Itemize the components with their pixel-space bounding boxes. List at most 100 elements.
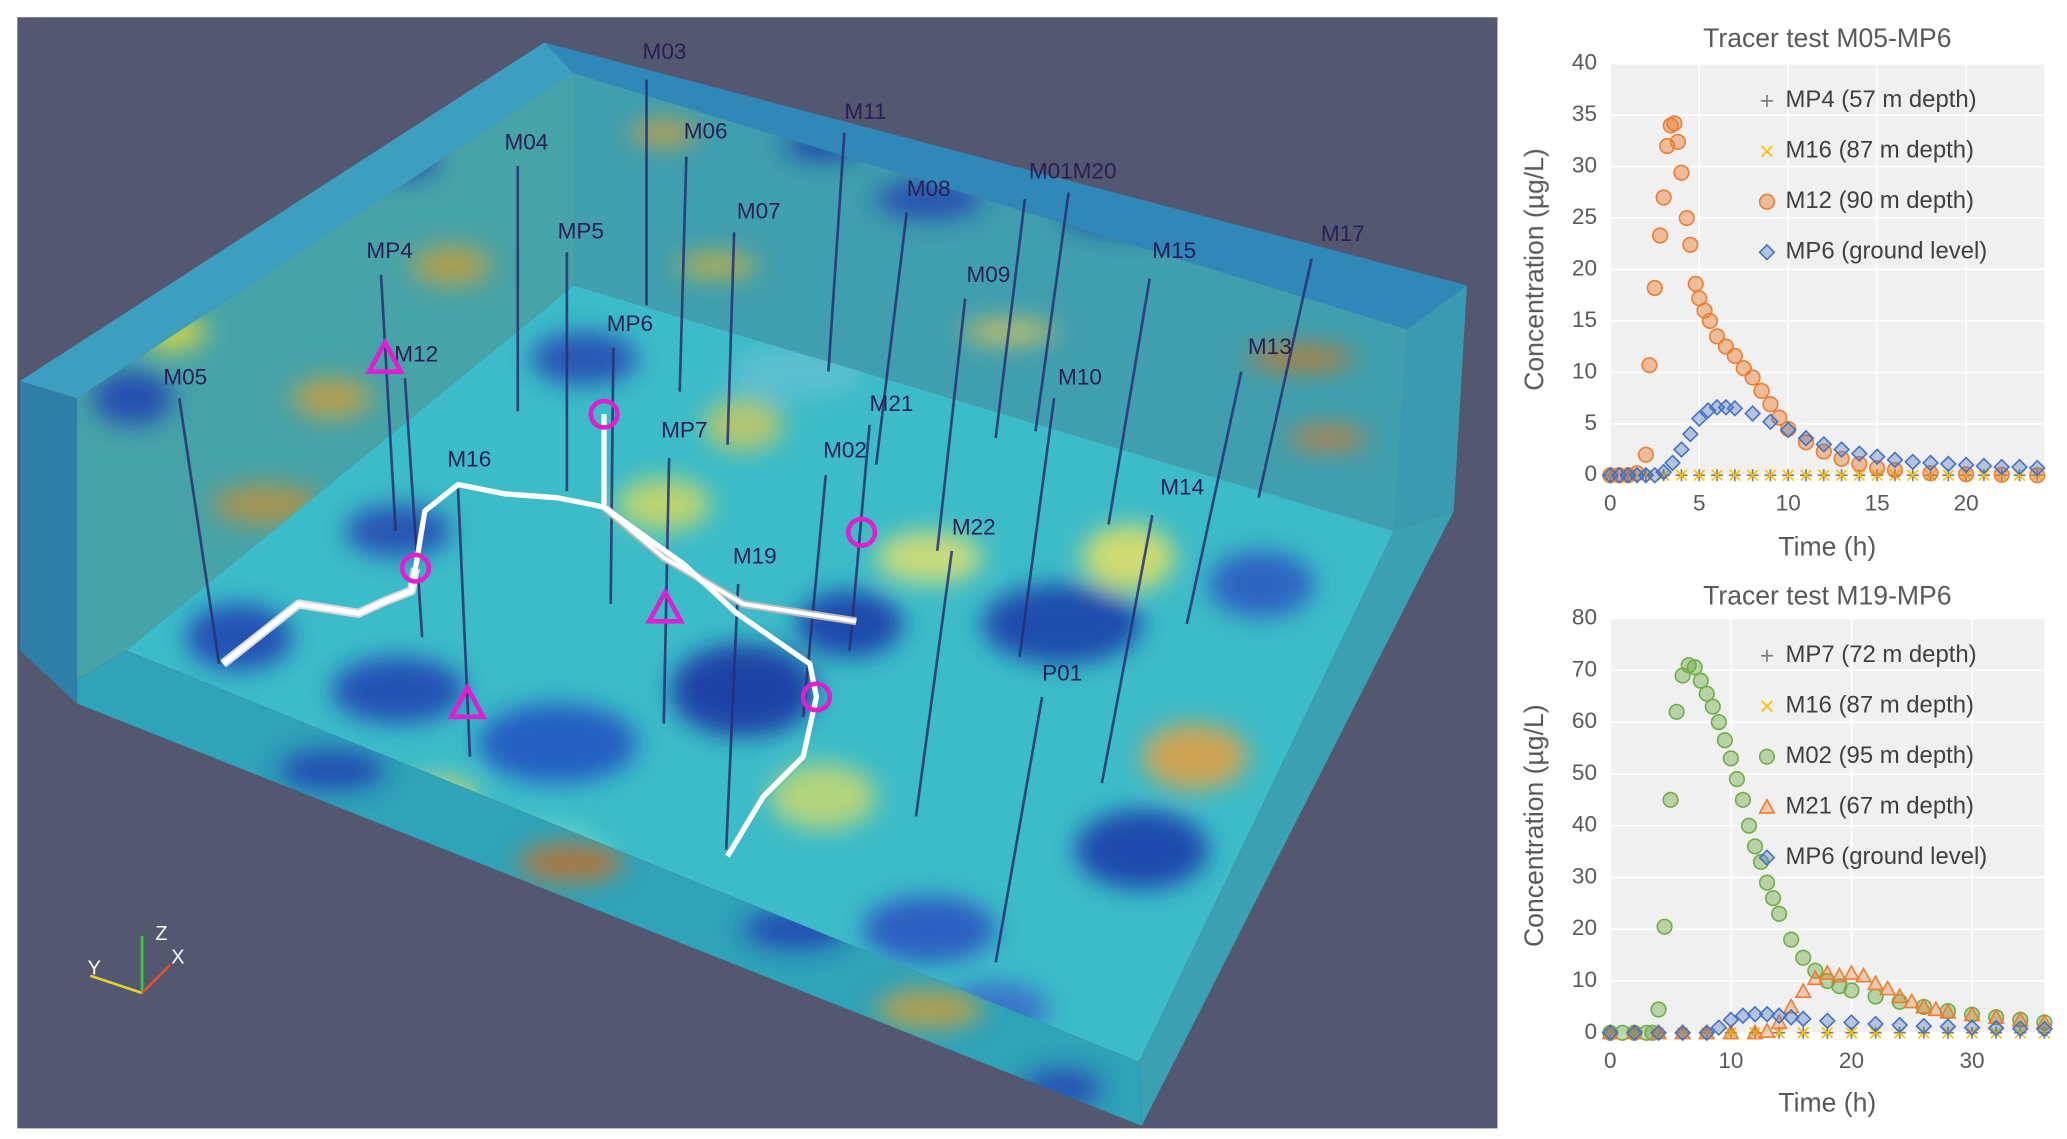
data-point (1764, 890, 1782, 907)
data-point (1806, 969, 1824, 986)
data-point (1699, 402, 1717, 419)
data-point (1728, 771, 1746, 788)
data-point (1722, 750, 1739, 767)
well-line (914, 550, 954, 817)
data-point (1758, 874, 1776, 891)
well-line (726, 232, 736, 445)
y-tick-label: 40 (1572, 50, 1597, 75)
texture-blob (769, 763, 877, 830)
data-point (1650, 1024, 1667, 1042)
legend-label: MP6 (ground level) (1786, 238, 1988, 265)
data-point (1851, 455, 1868, 473)
well-line (874, 212, 909, 465)
legend-marker (1761, 145, 1773, 158)
right-face (1139, 511, 1454, 1126)
well-label: M08 (907, 176, 951, 201)
texture-blob (477, 703, 638, 784)
y-tick-label: 20 (1572, 255, 1597, 280)
data-point (1795, 949, 1812, 966)
well-label: M03 (643, 39, 687, 64)
texture-blob (531, 331, 638, 385)
data-point (1975, 457, 1993, 475)
x-axis-label: Time (h) (1778, 1088, 1876, 1118)
well-line (1257, 258, 1313, 499)
well-line (1100, 514, 1154, 784)
left-wall-top (19, 42, 574, 399)
well-label: M05 (163, 364, 207, 389)
data-point (1818, 964, 1837, 980)
well-line (456, 488, 472, 757)
texture-blob (292, 378, 372, 419)
data-point (1650, 1001, 1667, 1018)
texture-blob (982, 584, 1142, 664)
data-point (1708, 328, 1726, 345)
data-point (1675, 469, 1688, 482)
texture-blob (345, 504, 452, 558)
well-label: M21 (870, 391, 914, 416)
texture-blob (212, 484, 319, 525)
legend-marker (1758, 243, 1776, 261)
data-point (1773, 1026, 1786, 1039)
data-point (1652, 227, 1669, 244)
well-label: M06 (684, 119, 728, 144)
data-point (1869, 1026, 1882, 1039)
axis-z: Z (155, 923, 167, 945)
data-point (1886, 462, 1904, 479)
left-wall-outer (19, 380, 78, 704)
texture-blob (1141, 723, 1248, 790)
well-line (724, 584, 740, 850)
data-point (1698, 1024, 1716, 1042)
well-line (994, 696, 1044, 963)
data-point (1800, 469, 1812, 482)
y-tick-label: 0 (1584, 1019, 1597, 1044)
texture-blob (876, 988, 983, 1029)
data-point (1704, 698, 1721, 715)
data-point (1958, 466, 1975, 483)
data-point (1843, 1014, 1860, 1031)
data-point (1678, 209, 1695, 227)
legend-marker (1761, 700, 1773, 713)
legend-marker (1760, 649, 1773, 662)
data-point (1656, 918, 1673, 935)
data-point (1666, 115, 1683, 132)
data-point (1868, 448, 1886, 466)
data-point (1625, 1024, 1643, 1042)
data-point (1746, 1023, 1764, 1040)
data-point (1710, 714, 1727, 731)
well-line (609, 347, 615, 605)
data-point (1867, 988, 1884, 1005)
y-tick-label: 40 (1572, 812, 1597, 837)
y-tick-label: 10 (1572, 358, 1597, 383)
y-tick-label: 0 (1584, 461, 1597, 486)
well-line (177, 398, 221, 664)
x-tick-label: 0 (1604, 490, 1617, 515)
legend-marker (1758, 193, 1776, 210)
data-point (1770, 1007, 1788, 1025)
data-point (1686, 659, 1703, 676)
x-tick-label: 15 (1865, 490, 1890, 515)
data-point (2028, 459, 2046, 477)
data-point (1655, 463, 1673, 481)
x-tick-label: 5 (1693, 490, 1706, 515)
data-point (1866, 974, 1885, 991)
data-point (1869, 459, 1886, 477)
data-point (1821, 1026, 1834, 1039)
data-point (1771, 409, 1788, 426)
data-point (1842, 964, 1861, 980)
data-point (1782, 997, 1800, 1014)
data-point (1853, 469, 1866, 482)
data-point (1922, 465, 1939, 482)
well-label: M19 (733, 544, 777, 569)
y-tick-label: 25 (1572, 204, 1597, 229)
legend-label: M12 (90 m depth) (1786, 187, 1974, 214)
well-label: M01 (1029, 159, 1073, 184)
well-label: MP4 (366, 238, 412, 263)
x-tick-label: 30 (1959, 1048, 1984, 1073)
data-point (1906, 469, 1919, 482)
data-point (1927, 1000, 1945, 1017)
axis-x: X (171, 947, 184, 969)
chart: 0 10 20 30 40 50 60 70 80 0 10 20 30 Tracer test M19-… (1519, 580, 2054, 1118)
data-point (1782, 1008, 1800, 1026)
data-point (1753, 382, 1770, 399)
